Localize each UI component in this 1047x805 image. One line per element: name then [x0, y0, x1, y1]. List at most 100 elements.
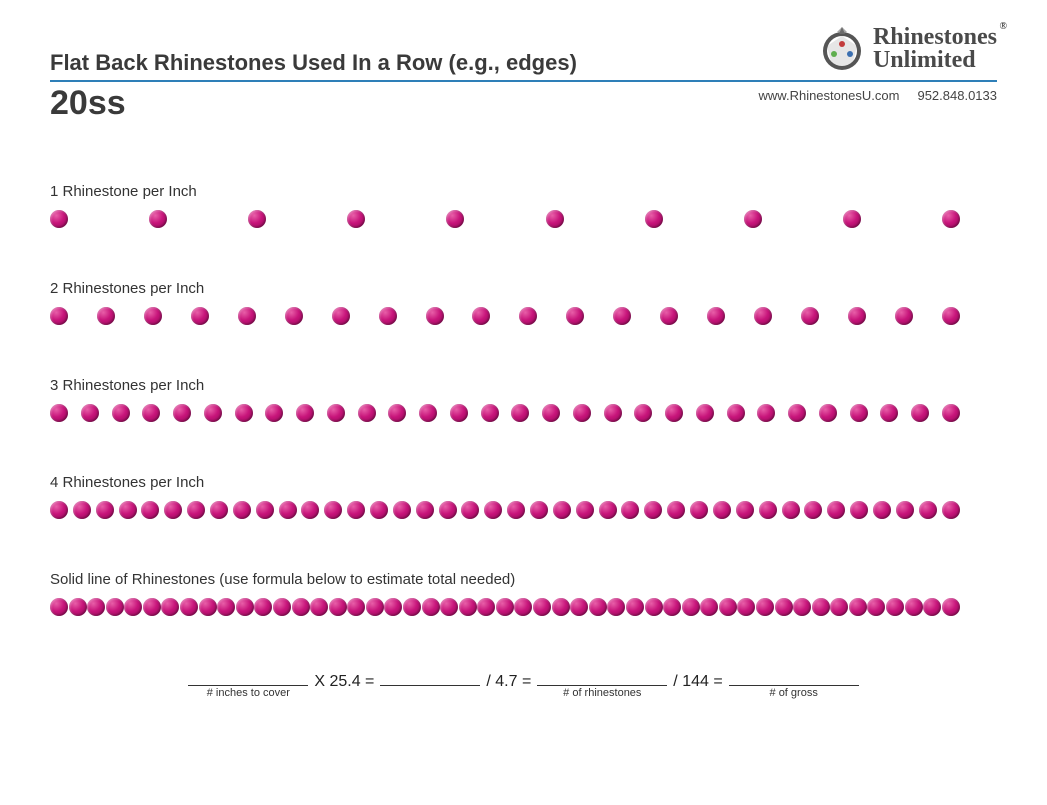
- formula-operator: / 4.7 =: [486, 673, 531, 691]
- rhinestone-icon: [439, 501, 457, 519]
- rhinestone-icon: [265, 404, 283, 422]
- rhinestone-icon: [370, 501, 388, 519]
- stone-section: 4 Rhinestones per Inch: [50, 474, 997, 519]
- rhinestone-icon: [589, 598, 607, 616]
- rhinestone-icon: [481, 404, 499, 422]
- rhinestone-icon: [191, 307, 209, 325]
- rhinestone-icon: [923, 598, 941, 616]
- rhinestone-icon: [621, 501, 639, 519]
- formula-blank: # of gross: [729, 668, 859, 686]
- rhinestone-icon: [507, 501, 525, 519]
- rhinestone-icon: [801, 307, 819, 325]
- rhinestone-icon: [667, 501, 685, 519]
- rhinestone-icon: [199, 598, 217, 616]
- sub-header: 20ss www.RhinestonesU.com 952.848.0133: [50, 84, 997, 123]
- rhinestone-icon: [626, 598, 644, 616]
- rhinestone-icon: [519, 307, 537, 325]
- rhinestone-icon: [217, 598, 235, 616]
- rhinestone-icon: [248, 210, 266, 228]
- rhinestone-icon: [329, 598, 347, 616]
- rhinestone-icon: [942, 598, 960, 616]
- rhinestone-icon: [830, 598, 848, 616]
- rhinestone-icon: [461, 501, 479, 519]
- logo-icon: [817, 24, 867, 74]
- formula-operator: X 25.4 =: [314, 673, 374, 691]
- stone-section: 2 Rhinestones per Inch: [50, 280, 997, 325]
- rhinestone-icon: [273, 598, 291, 616]
- rhinestone-icon: [180, 598, 198, 616]
- rhinestone-icon: [533, 598, 551, 616]
- rhinestone-icon: [599, 501, 617, 519]
- rhinestone-icon: [477, 598, 495, 616]
- stone-row: [50, 307, 960, 325]
- rhinestone-icon: [144, 307, 162, 325]
- rhinestone-icon: [419, 404, 437, 422]
- rhinestone-icon: [235, 404, 253, 422]
- rhinestone-icon: [440, 598, 458, 616]
- rhinestone-icon: [450, 404, 468, 422]
- rhinestone-icon: [511, 404, 529, 422]
- phone: 952.848.0133: [917, 88, 997, 103]
- rhinestone-icon: [896, 501, 914, 519]
- rhinestone-icon: [867, 598, 885, 616]
- rhinestone-icon: [446, 210, 464, 228]
- stone-row-label: 4 Rhinestones per Inch: [50, 474, 997, 491]
- rhinestone-icon: [552, 598, 570, 616]
- formula-blank: # inches to cover: [188, 668, 308, 686]
- rhinestone-icon: [848, 307, 866, 325]
- rhinestone-icon: [161, 598, 179, 616]
- rhinestone-icon: [142, 404, 160, 422]
- rhinestone-icon: [426, 307, 444, 325]
- rhinestone-icon: [204, 404, 222, 422]
- rhinestone-icon: [756, 598, 774, 616]
- rhinestone-icon: [530, 501, 548, 519]
- rhinestone-icon: [332, 307, 350, 325]
- stone-row-label: Solid line of Rhinestones (use formula b…: [50, 571, 997, 588]
- registered-mark: ®: [1000, 22, 1007, 32]
- rhinestone-icon: [942, 501, 960, 519]
- rhinestone-icon: [700, 598, 718, 616]
- brand-logo: Rhinestones Unlimited ®: [817, 24, 997, 74]
- rhinestone-icon: [665, 404, 683, 422]
- rhinestone-icon: [233, 501, 251, 519]
- rhinestone-icon: [570, 598, 588, 616]
- rhinestone-icon: [296, 404, 314, 422]
- rhinestone-icon: [812, 598, 830, 616]
- rhinestone-icon: [256, 501, 274, 519]
- rhinestone-icon: [143, 598, 161, 616]
- rhinestone-icon: [919, 501, 937, 519]
- rhinestone-icon: [50, 307, 68, 325]
- rhinestone-icon: [459, 598, 477, 616]
- rhinestone-icon: [566, 307, 584, 325]
- rhinestone-icon: [50, 501, 68, 519]
- rhinestone-icon: [757, 404, 775, 422]
- rhinestone-icon: [942, 210, 960, 228]
- rhinestone-icon: [873, 501, 891, 519]
- rhinestone-icon: [210, 501, 228, 519]
- stone-section: 1 Rhinestone per Inch: [50, 183, 997, 228]
- rhinestone-icon: [279, 501, 297, 519]
- rhinestone-icon: [384, 598, 402, 616]
- rhinestone-icon: [379, 307, 397, 325]
- rhinestone-icon: [50, 404, 68, 422]
- logo-line2: Unlimited: [873, 49, 997, 72]
- rhinestone-icon: [905, 598, 923, 616]
- rhinestone-icon: [324, 501, 342, 519]
- rhinestone-icon: [50, 598, 68, 616]
- rhinestone-icon: [112, 404, 130, 422]
- rhinestone-icon: [880, 404, 898, 422]
- stone-size: 20ss: [50, 84, 126, 123]
- rhinestone-icon: [895, 307, 913, 325]
- stone-row: [50, 501, 960, 519]
- rhinestone-icon: [366, 598, 384, 616]
- stone-row: [50, 598, 960, 616]
- rhinestone-icon: [73, 501, 91, 519]
- rhinestone-icon: [301, 501, 319, 519]
- rhinestone-icon: [347, 210, 365, 228]
- rhinestone-icon: [727, 404, 745, 422]
- rhinestone-icon: [149, 210, 167, 228]
- rhinestone-icon: [542, 404, 560, 422]
- rhinestone-icon: [87, 598, 105, 616]
- rhinestone-icon: [843, 210, 861, 228]
- rhinestone-icon: [484, 501, 502, 519]
